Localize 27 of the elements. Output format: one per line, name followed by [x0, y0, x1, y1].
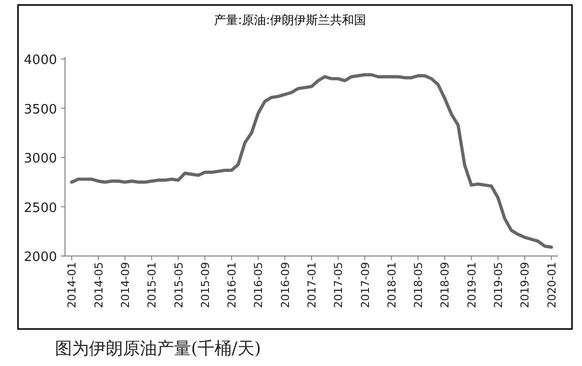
- y-tick-label: 3500: [24, 102, 57, 118]
- x-tick-label: 2019-09: [518, 262, 532, 308]
- y-tick-label: 2500: [24, 200, 57, 216]
- x-tick-label: 2016-01: [226, 262, 239, 308]
- x-tick-label: 2016-05: [252, 262, 266, 308]
- x-tick-label: 2018-01: [385, 262, 398, 308]
- text: 图为伊朗原油产量(千桶/天): [55, 339, 261, 359]
- x-tick-label: 2014-05: [92, 262, 106, 308]
- x-tick-label: 2019-05: [492, 262, 506, 308]
- x-tick-label: 2018-05: [412, 262, 426, 308]
- x-tick-label: 2014-09: [118, 262, 132, 308]
- y-tick-label: 4000: [24, 53, 57, 68]
- x-tick-label: 2015-01: [146, 262, 159, 308]
- x-tick-label: 2019-01: [465, 262, 478, 308]
- x-tick-label: 2020-01: [545, 262, 558, 308]
- x-tick-label: 2016-09: [278, 262, 292, 308]
- y-tick-label: 3000: [24, 152, 57, 166]
- x-tick-label: 2015-05: [172, 262, 186, 308]
- line-series: [70, 73, 553, 249]
- y-tick-label: 2000: [24, 250, 57, 265]
- x-tick-label: 2017-09: [358, 262, 372, 308]
- x-tick-label: 2014-01: [66, 262, 79, 308]
- chart-title: 产量:原油:伊朗伊斯兰共和国: [214, 13, 366, 27]
- x-tick-label: 2015-09: [198, 262, 212, 308]
- x-tick-label: 2017-01: [306, 262, 318, 308]
- x-tick-label: 2018-09: [438, 262, 452, 308]
- x-tick-label: 2017-05: [332, 262, 346, 308]
